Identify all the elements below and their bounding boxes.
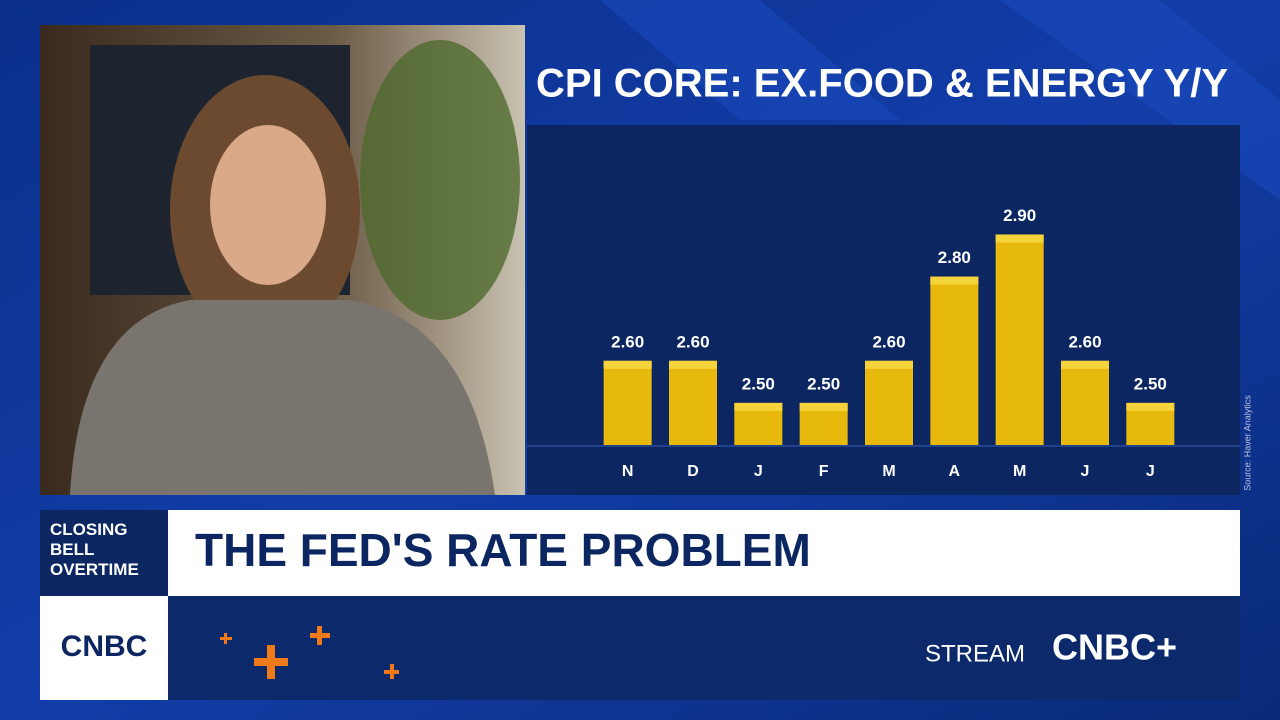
show-name-wrap: CLOSING BELL OVERTIME: [50, 520, 139, 579]
value-label: 2.50: [807, 374, 840, 393]
stream-brand: CNBC+: [1052, 627, 1177, 668]
x-tick-label: J: [754, 463, 763, 480]
headline-box: [168, 510, 1240, 596]
bar-cap: [734, 402, 783, 411]
footer-bar: [40, 596, 1240, 700]
bar-cap: [603, 360, 652, 369]
chart-title: CPI CORE: EX.FOOD & ENERGY Y/Y: [536, 62, 1228, 106]
value-label: 2.50: [1134, 374, 1167, 393]
stream-label: STREAM: [925, 640, 1025, 667]
value-label: 2.60: [872, 332, 905, 351]
headline: THE FED'S RATE PROBLEM: [195, 524, 811, 576]
x-tick-label: N: [622, 463, 634, 480]
value-label: 2.50: [742, 374, 775, 393]
bar-cap: [1126, 402, 1175, 411]
bar: [669, 360, 717, 445]
plus-icons: [220, 626, 399, 679]
logo: CNBC: [61, 630, 148, 663]
bar: [865, 360, 913, 445]
x-tick-label: M: [1013, 463, 1026, 480]
logo-box: [40, 596, 168, 700]
bar-cap: [799, 402, 848, 411]
bar-cap: [669, 360, 717, 369]
x-tick-label: A: [949, 463, 961, 480]
x-tick-label: F: [819, 463, 829, 480]
bar: [930, 276, 979, 445]
bar-cap: [1061, 360, 1109, 369]
x-tick-label: J: [1146, 463, 1155, 480]
bar-cap: [930, 276, 979, 285]
bars: N 2.60 D 2.60 J 2.50 F 2.50 M 2.60 A 2.80 M 2.90 J 2.60…: [603, 206, 1175, 480]
chart-source: Source: Haver Analytics: [1242, 395, 1252, 491]
bar-cap: [865, 360, 913, 369]
video-feed: [40, 25, 525, 495]
bar-cap: [995, 234, 1044, 243]
x-tick-label: M: [882, 463, 895, 480]
value-label: 2.60: [611, 332, 644, 351]
bar: [1061, 360, 1109, 445]
value-label: 2.90: [1003, 206, 1036, 225]
bg-pattern: [600, 0, 1280, 200]
bar: [603, 360, 652, 445]
show-box: [40, 510, 168, 596]
x-tick-label: D: [687, 463, 699, 480]
show-name: CLOSING BELL OVERTIME: [50, 520, 139, 579]
x-tick-label: J: [1081, 463, 1090, 480]
value-label: 2.60: [676, 332, 709, 351]
value-label: 2.80: [938, 248, 971, 267]
bar: [995, 234, 1044, 445]
value-label: 2.60: [1068, 332, 1101, 351]
